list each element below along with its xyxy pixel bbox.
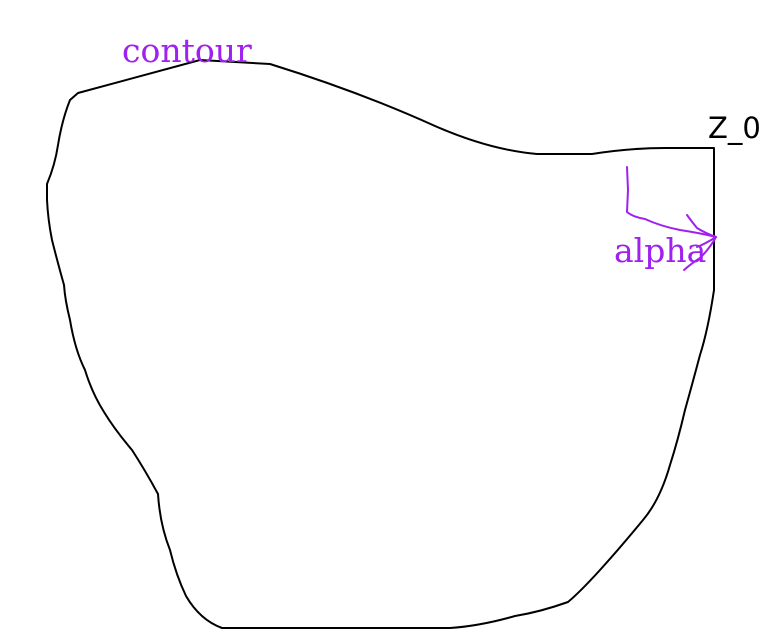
contour-label: contour xyxy=(122,31,252,70)
z0-label: Z_0 xyxy=(708,111,761,145)
alpha-label: alpha xyxy=(614,231,706,270)
alpha-arrowhead xyxy=(686,214,717,248)
alpha-angle-arc xyxy=(626,166,717,271)
contour-outline xyxy=(46,59,715,629)
